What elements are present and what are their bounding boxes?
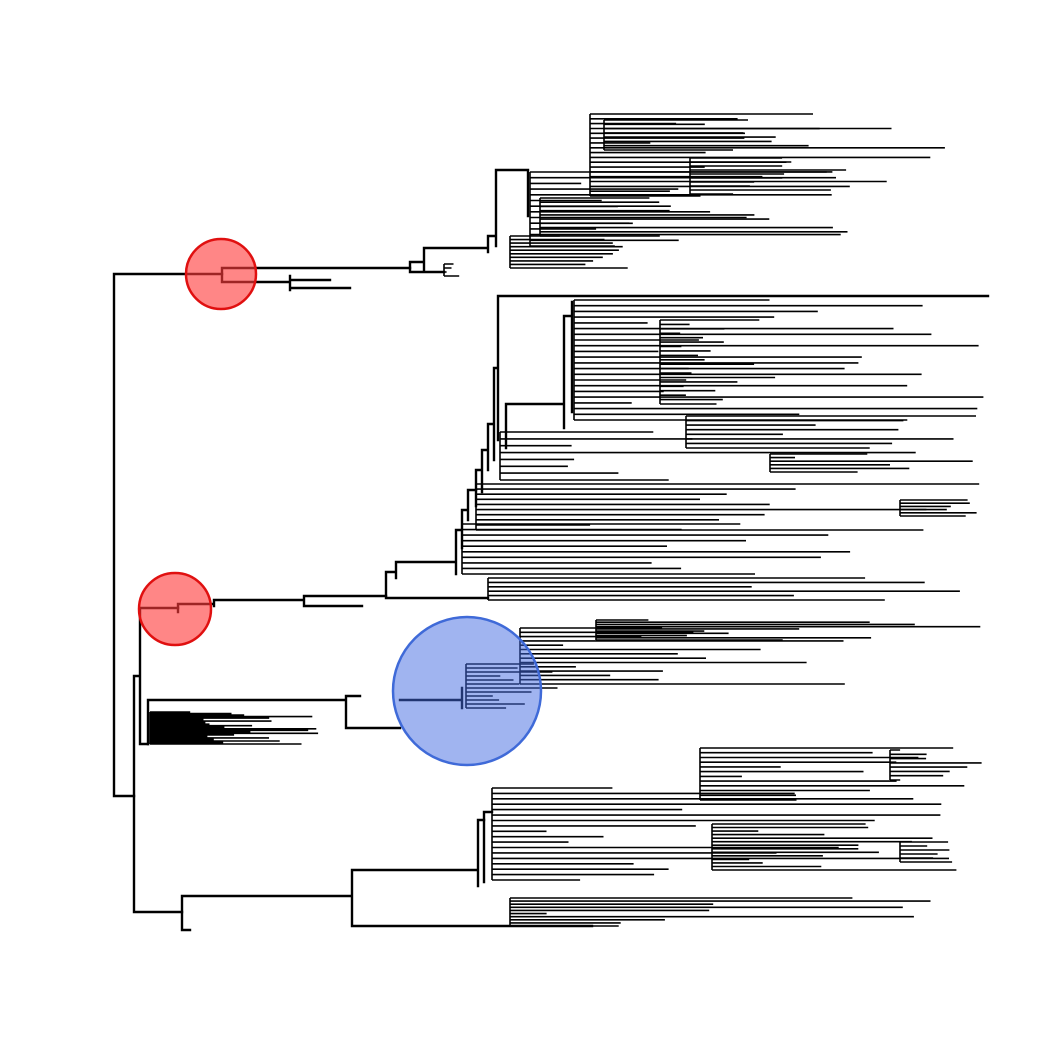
leaf-group-bot-a — [491, 787, 949, 881]
leaf-group-mid-a — [573, 299, 984, 421]
node-marker-1 — [184, 237, 258, 311]
node-marker-2 — [137, 571, 213, 647]
leaf-group-bot-e — [889, 749, 982, 781]
leaf-group-top-c — [603, 119, 820, 151]
leaf-group-top-f — [539, 197, 848, 237]
leaf-group-comb-c — [519, 627, 845, 685]
leaf-group-mid-g — [487, 577, 960, 601]
leaf-group-bot-d — [509, 897, 931, 927]
leaf-group-mid-c — [685, 415, 976, 449]
tree-leaf-branches — [149, 113, 984, 927]
node-markers — [137, 237, 543, 767]
leaf-group-comb-d — [595, 619, 981, 641]
leaf-group-mid-d — [499, 431, 916, 481]
leaf-group-bot-c — [711, 823, 957, 871]
leaf-group-bot-f — [899, 841, 953, 863]
leaf-group-top-a — [529, 171, 841, 247]
leaf-group-mid-h — [769, 453, 973, 473]
leaf-group-top-b — [589, 113, 945, 197]
leaf-group-mid-e — [475, 483, 980, 531]
leaf-group-mid-i — [899, 499, 977, 517]
leaf-group-mid-f — [461, 523, 851, 575]
leaf-group-top-g — [443, 263, 460, 277]
leaf-group-mid-b — [659, 319, 776, 405]
leaf-group-bot-b — [699, 747, 965, 801]
leaf-group-top-e — [509, 235, 628, 269]
leaf-group-top-d — [689, 157, 847, 195]
node-marker-3 — [391, 615, 543, 767]
leaf-group-comb-a — [149, 711, 319, 745]
